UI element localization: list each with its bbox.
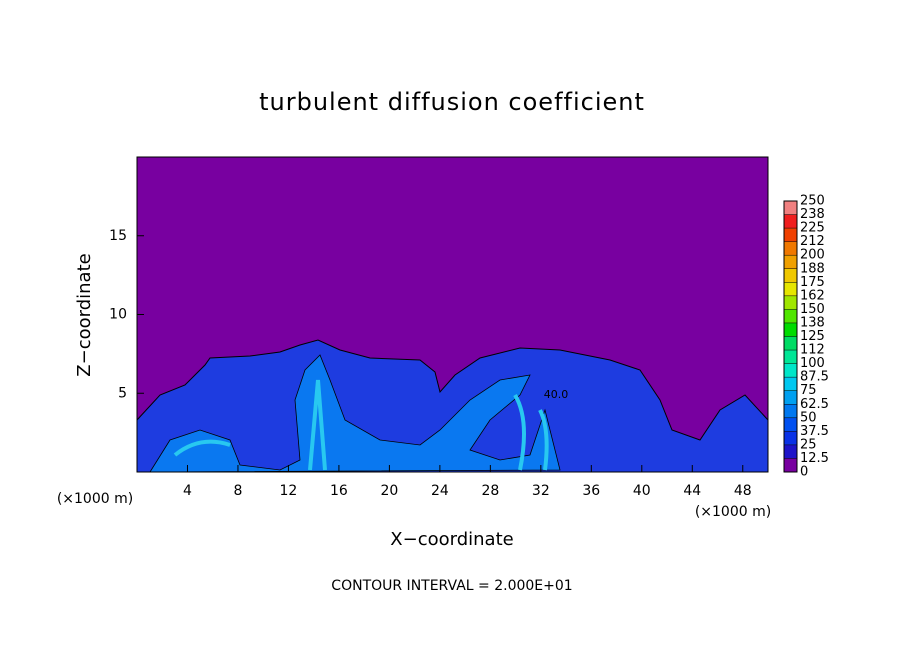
x-unit: (×1000 m) <box>695 504 771 520</box>
colorbar-label: 162 <box>800 288 825 303</box>
field-region <box>149 354 561 473</box>
colorbar-label: 75 <box>800 383 817 398</box>
colorbar-band <box>784 295 797 310</box>
colorbar-band <box>784 404 797 418</box>
y-tick-label: 15 <box>109 228 127 244</box>
colorbar-band <box>784 322 797 337</box>
y-tick-label: 10 <box>109 307 127 323</box>
x-tick-label: 12 <box>280 483 298 499</box>
contour-label: 40.0 <box>544 388 569 401</box>
colorbar-band <box>784 363 797 378</box>
x-tick-label: 48 <box>734 483 752 499</box>
x-tick-label: 4 <box>183 483 192 499</box>
colorbar-band <box>784 444 797 459</box>
colorbar-label: 87.5 <box>800 370 829 385</box>
colorbar-band <box>784 336 797 351</box>
colorbar-label: 175 <box>800 275 825 290</box>
colorbar-band <box>784 350 797 364</box>
colorbar-band <box>784 255 797 269</box>
x-tick-label: 16 <box>330 483 348 499</box>
colorbar-label: 100 <box>800 356 825 371</box>
colorbar-label: 25 <box>800 437 817 452</box>
colorbar-band <box>784 241 797 256</box>
colorbar-label: 0 <box>800 465 808 480</box>
field-streak <box>173 379 549 471</box>
colorbar-label: 138 <box>800 315 825 330</box>
colorbar-label: 150 <box>800 302 825 317</box>
x-tick-label: 24 <box>431 483 449 499</box>
x-tick-label: 20 <box>380 483 398 499</box>
x-axis-label: X−coordinate <box>390 529 513 550</box>
y-axis-label: Z−coordinate <box>74 253 95 376</box>
colorbar-label: 112 <box>800 343 825 358</box>
colorbar-band <box>784 377 797 391</box>
field-region <box>136 339 769 473</box>
colorbar-band <box>784 417 797 432</box>
x-tick-label: 44 <box>683 483 701 499</box>
colorbar-band <box>784 214 797 229</box>
colorbar-label: 37.5 <box>800 424 829 439</box>
colorbar-band <box>784 201 797 215</box>
y-tick-label: 5 <box>118 385 127 401</box>
x-tick-label: 32 <box>532 483 550 499</box>
colorbar-band <box>784 390 797 405</box>
colorbar-label: 225 <box>800 221 825 236</box>
colorbar-label: 212 <box>800 234 825 249</box>
colorbar-band <box>784 309 797 323</box>
colorbar-label: 250 <box>800 194 825 209</box>
colorbar-label: 62.5 <box>800 397 829 412</box>
x-tick-label: 36 <box>582 483 600 499</box>
colorbar-label: 188 <box>800 261 825 276</box>
contour-field: 40.0 <box>136 156 769 473</box>
x-unit: (×1000 m) <box>57 491 133 507</box>
colorbar-band <box>784 458 797 472</box>
colorbar-label: 125 <box>800 329 825 344</box>
x-tick-label: 8 <box>233 483 242 499</box>
colorbar-label: 50 <box>800 410 817 425</box>
x-tick-label: 40 <box>633 483 651 499</box>
colorbar-band <box>784 268 797 283</box>
chart-title: turbulent diffusion coefficient <box>259 88 645 116</box>
colorbar-label: 200 <box>800 248 825 263</box>
x-tick-label: 28 <box>481 483 499 499</box>
colorbar-label: 12.5 <box>800 451 829 466</box>
footnote: CONTOUR INTERVAL = 2.000E+01 <box>331 578 572 594</box>
colorbar-band <box>784 282 797 296</box>
colorbar-band <box>784 431 797 445</box>
colorbar-band <box>784 228 797 242</box>
colorbar-label: 238 <box>800 207 825 222</box>
